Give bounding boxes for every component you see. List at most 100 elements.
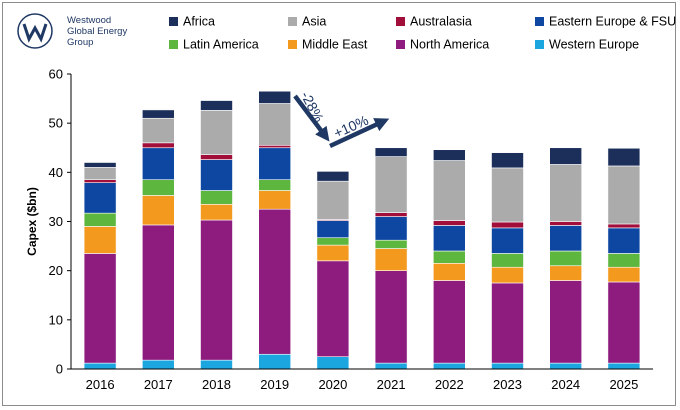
legend-swatch: [535, 40, 544, 49]
bar-segment-middle-east-2020: [316, 244, 350, 262]
capex-chart: Capex ($bn) 0 10 20 30 40 50 60 2016 2017 2018 2019…: [17, 13, 676, 392]
bar-segment-asia-2019: [258, 103, 291, 146]
bar-segment-africa-2017: [142, 109, 175, 119]
bar-segment-middle-east-2017: [142, 195, 175, 226]
bar-segment-eastern-europe-fsu-2017: [142, 147, 175, 181]
bar-segment-australasia-2017: [142, 142, 175, 149]
bar-segment-australasia-2022: [432, 220, 466, 226]
logo-icon: [17, 13, 53, 49]
x-tick-label: 2017: [144, 377, 173, 392]
bar-segment-latin-america-2023: [491, 253, 524, 268]
bar-segment-north-america-2017: [142, 224, 175, 361]
bar-segment-latin-america-2024: [549, 250, 583, 267]
bar-segment-north-america-2022: [432, 280, 466, 364]
chart-frame: Capex ($bn) 0 10 20 30 40 50 60 2016 2017 2018 2019…: [2, 2, 676, 406]
bar-segment-australasia-2023: [491, 221, 524, 229]
legend-swatch: [396, 40, 405, 49]
bar-segment-north-america-2020: [316, 260, 350, 358]
x-tick-label: 2024: [551, 377, 580, 392]
x-tick-label: 2018: [202, 377, 231, 392]
bar-segment-asia-2018: [200, 110, 233, 155]
bar-segment-eastern-europe-fsu-2024: [549, 225, 583, 252]
bar-segment-australasia-2019: [258, 144, 291, 149]
bar-segment-australasia-2025: [607, 223, 641, 229]
bar-segment-western-europe-2019: [258, 353, 291, 370]
bar-segment-africa-2021: [374, 147, 408, 157]
bar-segment-eastern-europe-fsu-2021: [374, 216, 408, 241]
bar-segment-asia-2022: [432, 160, 466, 221]
bar-segment-eastern-europe-fsu-2019: [258, 147, 291, 181]
bar-segment-africa-2023: [491, 152, 524, 169]
bar-segment-latin-america-2022: [432, 250, 466, 264]
bar-segment-middle-east-2018: [200, 203, 233, 221]
y-tick-label: 30: [49, 214, 63, 229]
bar-segment-western-europe-2016: [83, 362, 117, 370]
legend-swatch: [288, 17, 297, 26]
bar-segment-asia-2025: [607, 165, 641, 225]
bar-segment-north-america-2024: [549, 280, 583, 364]
bar-segment-north-america-2016: [83, 253, 117, 364]
bar-segment-asia-2017: [142, 117, 175, 144]
bar-segment-eastern-europe-fsu-2023: [491, 227, 524, 254]
bar-segment-africa-2016: [83, 162, 117, 168]
legend-label: Latin America: [183, 38, 259, 52]
legend-swatch: [535, 17, 544, 26]
legend-label: Africa: [183, 15, 215, 29]
bar-segment-eastern-europe-fsu-2018: [200, 159, 233, 191]
bar-segment-africa-2018: [200, 100, 233, 111]
legend-swatch: [169, 40, 178, 49]
legend-swatch: [396, 17, 405, 26]
bar-segment-western-europe-2020: [316, 356, 350, 370]
bar-segment-north-america-2025: [607, 281, 641, 364]
bar-segment-middle-east-2016: [83, 226, 117, 254]
bar-segment-north-america-2023: [491, 282, 524, 364]
bar-segment-middle-east-2019: [258, 190, 291, 210]
logo-w-mark: [22, 23, 48, 43]
bar-segment-western-europe-2024: [549, 362, 583, 370]
bar-segment-latin-america-2018: [200, 190, 233, 205]
x-tick-label: 2025: [609, 377, 638, 392]
bar-segment-australasia-2021: [374, 212, 408, 217]
bar-segment-latin-america-2016: [83, 212, 117, 227]
legend-label: Asia: [302, 15, 326, 29]
x-tick-label: 2016: [86, 377, 115, 392]
bar-segment-middle-east-2023: [491, 266, 524, 284]
y-tick-label: 60: [49, 67, 63, 82]
y-tick-label: 50: [49, 116, 63, 131]
bar-segment-australasia-2018: [200, 154, 233, 160]
bar-segment-middle-east-2022: [432, 262, 466, 281]
bar-segment-north-america-2018: [200, 219, 233, 361]
legend-label: Eastern Europe & FSU: [549, 15, 676, 29]
bar-segment-western-europe-2017: [142, 359, 175, 370]
bar-segment-africa-2022: [432, 149, 466, 161]
bar-segment-asia-2016: [83, 167, 117, 181]
y-axis-title: Capex ($bn): [25, 187, 39, 256]
bar-segment-western-europe-2022: [432, 362, 466, 370]
bar-segment-africa-2025: [607, 147, 641, 167]
logo-line-2: Global Energy: [67, 26, 128, 37]
y-tick-label: 40: [49, 165, 63, 180]
bar-segment-western-europe-2025: [607, 362, 641, 370]
logo-text: Westwood Global Energy Group: [67, 15, 177, 48]
bar-segment-australasia-2024: [549, 221, 583, 226]
bar-segment-asia-2023: [491, 167, 524, 223]
y-tick-label: 10: [49, 312, 63, 327]
bar-segment-africa-2019: [258, 90, 291, 104]
bar-segment-asia-2024: [549, 164, 583, 222]
x-tick-label: 2023: [493, 377, 522, 392]
bar-segment-eastern-europe-fsu-2025: [607, 227, 641, 254]
legend-label: North America: [410, 38, 489, 52]
legend-swatch: [169, 17, 178, 26]
bar-segment-western-europe-2018: [200, 359, 233, 370]
bar-segment-latin-america-2019: [258, 179, 291, 191]
bar-segment-latin-america-2025: [607, 253, 641, 268]
bar-segment-latin-america-2021: [374, 239, 408, 249]
logo-line-3: Group: [67, 37, 94, 48]
bar-segment-north-america-2021: [374, 270, 408, 364]
legend-swatch: [288, 40, 297, 49]
bar-segment-western-europe-2023: [491, 362, 524, 370]
y-tick-label: 0: [56, 362, 63, 377]
bar-segment-africa-2020: [316, 171, 350, 182]
bar-segment-middle-east-2024: [549, 265, 583, 281]
bar-segment-western-europe-2021: [374, 362, 408, 370]
